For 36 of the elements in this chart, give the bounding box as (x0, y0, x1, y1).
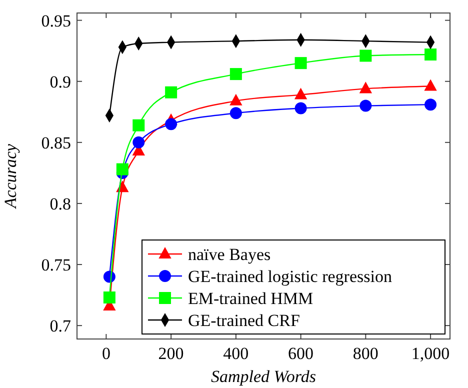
point (230, 68, 242, 80)
point (132, 119, 145, 132)
point (165, 86, 178, 98)
point (230, 107, 242, 120)
x-axis-title: Sampled Words (211, 367, 316, 386)
point (360, 50, 372, 62)
legend-label: GE-trained logistic regression (188, 266, 392, 286)
point (116, 163, 128, 176)
point (294, 57, 307, 70)
point (230, 94, 242, 106)
legend-label: naïve Bayes (188, 244, 271, 264)
y-tick-label: 0.85 (41, 133, 71, 152)
y-tick-label: 0.95 (41, 11, 71, 30)
point (294, 88, 307, 100)
point (424, 80, 437, 91)
legend-label: GE-trained CRF (188, 310, 300, 330)
y-axis-title: Accuracy (1, 143, 20, 210)
x-tick-label: 200 (158, 344, 184, 363)
y-tick-label: 0.7 (50, 316, 72, 336)
point (360, 100, 372, 112)
y-tick-label: 0.8 (50, 194, 71, 214)
point (424, 48, 437, 61)
y-tick-label: 0.75 (41, 255, 71, 274)
x-tick-label: 800 (352, 344, 378, 363)
x-tick-label: 1,000 (411, 344, 450, 363)
x-tick-label: 600 (288, 344, 314, 363)
point (424, 98, 437, 111)
point (165, 118, 178, 130)
legend-label: EM-trained HMM (188, 288, 314, 308)
y-tick-label: 0.9 (50, 72, 71, 92)
point (360, 82, 372, 94)
x-tick-label: 0 (102, 344, 110, 363)
point (294, 102, 307, 114)
x-tick-label: 400 (223, 344, 249, 363)
point (132, 136, 145, 148)
point (103, 291, 116, 304)
